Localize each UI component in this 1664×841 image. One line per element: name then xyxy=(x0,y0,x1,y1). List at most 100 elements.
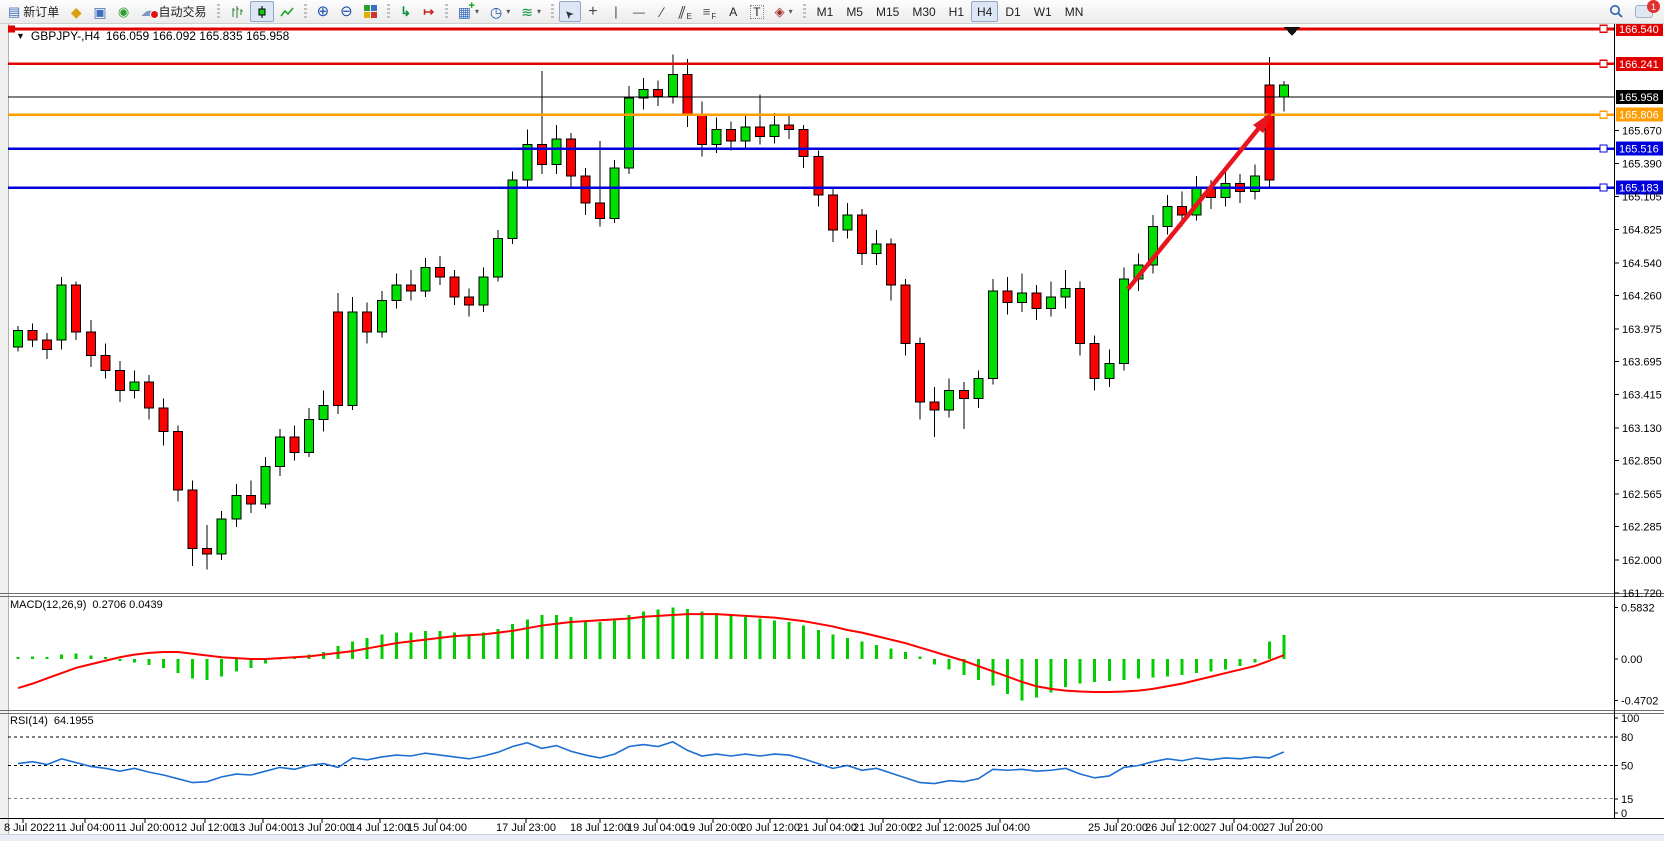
search-button[interactable] xyxy=(1604,1,1629,22)
text-label-tool-button[interactable]: T xyxy=(745,1,768,22)
arrows-tool-button[interactable]: ▾ xyxy=(770,1,798,22)
equidistant-channel-icon xyxy=(679,5,686,18)
timeframe-m15-button[interactable]: M15 xyxy=(870,1,905,22)
time-axis-label: 11 Jul 20:00 xyxy=(115,822,174,834)
price-badge xyxy=(1616,56,1663,71)
fibonacci-icon xyxy=(703,5,711,18)
macd-histogram-bar xyxy=(423,630,427,659)
price-tick-label: 162.285 xyxy=(1622,522,1662,534)
chart-shift-icon xyxy=(423,5,434,18)
indicators-icon xyxy=(521,5,533,19)
fibonacci-tool-button[interactable]: F xyxy=(698,1,721,22)
candlestick-chart-button[interactable] xyxy=(249,1,274,22)
timeframe-h4-button[interactable]: H4 xyxy=(971,1,999,22)
time-axis-label: 19 Jul 20:00 xyxy=(683,822,743,834)
timeframe-h1-button[interactable]: H1 xyxy=(943,1,970,22)
one-click-trading-toggle[interactable]: ▼ xyxy=(16,31,25,41)
timeframe-mn-button[interactable]: MN xyxy=(1059,1,1090,22)
cursor-icon xyxy=(565,5,574,19)
timeframe-w1-button[interactable]: W1 xyxy=(1028,1,1058,22)
macd-histogram-bar xyxy=(496,629,500,659)
zoom-in-icon xyxy=(317,4,330,19)
notifications-button[interactable]: 1 xyxy=(1630,0,1660,22)
time-axis-label: 15 Jul 04:00 xyxy=(407,822,467,834)
candle-body xyxy=(202,547,213,555)
timeframe-m1-button[interactable]: M1 xyxy=(811,1,840,22)
rsi-axis-label: 15 xyxy=(1621,794,1633,806)
price-tick-label: 165.670 xyxy=(1622,126,1662,138)
equidistant-channel-tool-button[interactable]: E xyxy=(674,1,697,22)
timeframe-m30-button[interactable]: M30 xyxy=(906,1,941,22)
chevron-down-icon: ▾ xyxy=(788,7,793,16)
candle-body xyxy=(667,73,678,98)
candle-body xyxy=(973,378,984,400)
candle-body xyxy=(362,311,373,333)
tile-windows-icon xyxy=(363,5,377,18)
cursor-tool-button[interactable] xyxy=(558,1,581,22)
market-watch-button[interactable] xyxy=(65,1,87,22)
hline-handle[interactable] xyxy=(8,25,15,33)
new-chart-button[interactable]: ▾ xyxy=(453,1,484,22)
trend-arrow-head[interactable] xyxy=(1253,112,1272,134)
hline-handle[interactable] xyxy=(1599,183,1608,192)
line-chart-button[interactable] xyxy=(275,1,299,22)
price-badge-label: 165.806 xyxy=(1619,110,1659,122)
hline-handle[interactable] xyxy=(1599,144,1608,153)
macd-histogram-bar xyxy=(729,615,733,659)
left-gutter xyxy=(0,24,8,834)
down-triangle-marker[interactable] xyxy=(1284,27,1300,36)
tile-windows-button[interactable] xyxy=(359,1,382,22)
text-tool-button[interactable]: A xyxy=(722,1,744,22)
timeframe-d1-button[interactable]: D1 xyxy=(999,1,1026,22)
macd-panel xyxy=(16,607,1286,701)
rsi-axis-label: 50 xyxy=(1621,761,1633,773)
indicators-button[interactable]: ▾ xyxy=(516,1,546,22)
candle-body xyxy=(405,284,416,292)
time-axis-label: 8 Jul 2022 xyxy=(4,822,55,834)
horizontal-line-tool-button[interactable] xyxy=(628,1,650,22)
navigator-button[interactable] xyxy=(88,1,111,22)
zoom-out-button[interactable] xyxy=(335,1,358,22)
price-badge-label: 165.516 xyxy=(1619,144,1659,156)
vertical-line-tool-button[interactable] xyxy=(605,1,627,22)
time-axis-label: 21 Jul 04:00 xyxy=(797,822,857,834)
bar-chart-button[interactable] xyxy=(225,1,249,22)
macd-histogram-bar xyxy=(220,659,224,677)
macd-histogram-bar xyxy=(714,613,718,659)
time-axis-label: 19 Jul 04:00 xyxy=(627,822,687,834)
hline-handle[interactable] xyxy=(1599,24,1608,33)
price-tick-label: 162.850 xyxy=(1622,456,1662,468)
hline-handle[interactable] xyxy=(1599,59,1608,68)
candle-body xyxy=(42,339,53,350)
trend-arrow[interactable] xyxy=(1126,122,1264,291)
price-badge-label: 165.958 xyxy=(1619,92,1659,104)
signals-button[interactable] xyxy=(113,1,135,22)
price-tick-label: 163.975 xyxy=(1622,324,1662,336)
hline-handle[interactable] xyxy=(1599,110,1608,119)
timeframe-m5-button[interactable]: M5 xyxy=(840,1,869,22)
candle-body xyxy=(1249,175,1260,192)
toolbar-grip xyxy=(303,3,307,20)
macd-histogram-bar xyxy=(162,659,165,668)
chart-shift-button[interactable] xyxy=(418,1,440,22)
candle-body xyxy=(85,331,96,356)
crosshair-tool-button[interactable] xyxy=(582,1,604,22)
zoom-in-button[interactable] xyxy=(312,1,335,22)
candle-body xyxy=(551,138,562,166)
candlestick-series xyxy=(13,54,1289,570)
candle-body xyxy=(289,436,300,453)
macd-histogram-bar xyxy=(1195,659,1199,674)
candlestick-chart-icon xyxy=(258,5,266,18)
macd-histogram-bar xyxy=(1107,659,1111,681)
candle-body xyxy=(260,465,271,505)
time-axis-label: 14 Jul 12:00 xyxy=(350,822,410,834)
periods-button[interactable]: ▾ xyxy=(485,1,515,22)
trendline-tool-button[interactable] xyxy=(651,1,673,22)
candle-body xyxy=(1089,343,1100,380)
candle-body xyxy=(987,290,998,380)
new-order-button[interactable]: 新订单 xyxy=(3,1,64,22)
macd-histogram-bar xyxy=(438,630,442,659)
autotrading-button[interactable]: 自动交易 xyxy=(136,1,212,22)
auto-scroll-button[interactable] xyxy=(395,1,417,22)
